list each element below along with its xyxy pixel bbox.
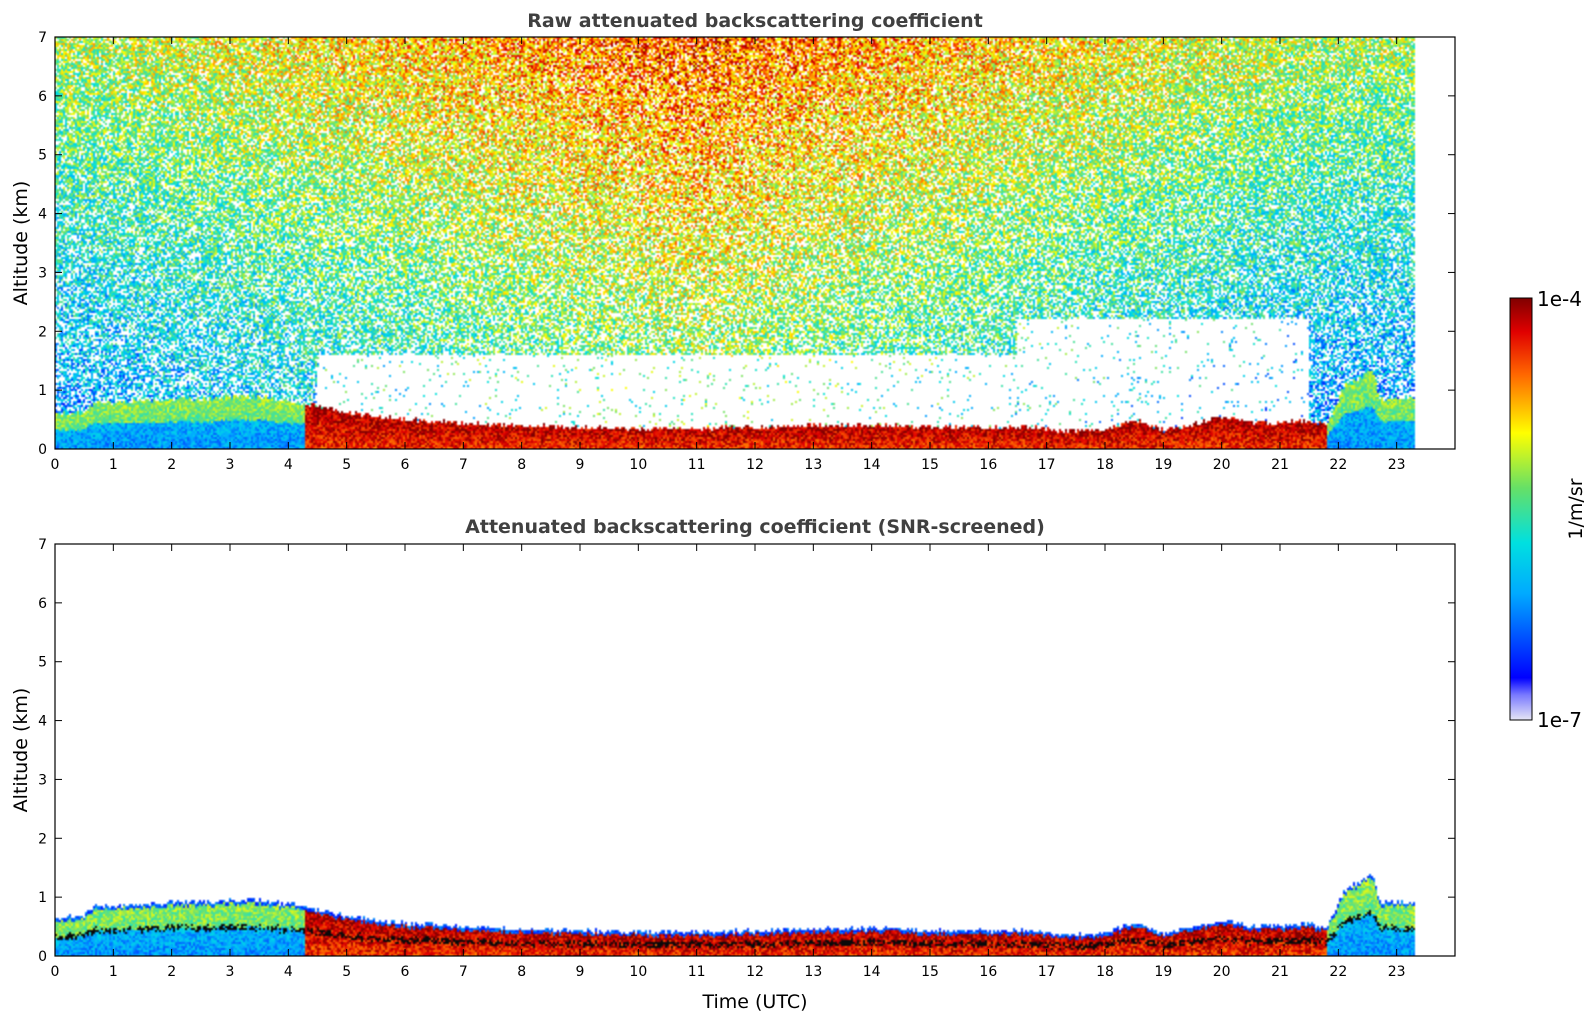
colorbar-min-label: 1e-7 xyxy=(1537,708,1582,732)
panel-raw-ytick-label: 1 xyxy=(38,383,47,399)
panel-screened-ticks: 0 1 2 3 4 5 6 7 8 9 10 11 12 13 14 15 16 17 18 19 20 21 22 2301… xyxy=(38,537,1455,980)
panel-raw-ytick-label: 0 xyxy=(38,442,47,458)
panel-raw-xtick-label: 19 xyxy=(1154,457,1172,473)
panel-screened-xtick-label: 11 xyxy=(688,964,706,980)
panel-raw-xtick-label: 0 xyxy=(51,457,60,473)
panel-screened-xtick-label: 0 xyxy=(51,964,60,980)
panel-screened-heatmap xyxy=(55,544,1455,956)
panel-raw-xtick-label: 18 xyxy=(1096,457,1114,473)
panel-raw-plot-area xyxy=(55,37,1455,449)
panel-screened-xtick-label: 10 xyxy=(629,964,647,980)
panel-raw-xtick-label: 17 xyxy=(1038,457,1056,473)
panel-raw-ytick-label: 2 xyxy=(38,324,47,340)
panel-screened-xtick-label: 18 xyxy=(1096,964,1114,980)
panel-raw-ytick-label: 4 xyxy=(38,207,47,223)
panel-screened-ytick-label: 1 xyxy=(38,890,47,906)
panel-screened-ylabel: Altitude (km) xyxy=(10,688,32,813)
panel-screened-xtick-label: 6 xyxy=(401,964,410,980)
panel-screened-ytick-label: 3 xyxy=(38,772,47,788)
panel-raw-ytick-label: 3 xyxy=(38,265,47,281)
panel-raw-xtick-label: 10 xyxy=(629,457,647,473)
panel-screened-xtick-label: 17 xyxy=(1038,964,1056,980)
panel-raw: Raw attenuated backscattering coefficien… xyxy=(10,10,1456,473)
panel-screened-xtick-label: 4 xyxy=(284,964,293,980)
panel-screened-xtick-label: 16 xyxy=(979,964,997,980)
panel-screened-xtick-label: 1 xyxy=(109,964,118,980)
panel-screened-ytick-label: 0 xyxy=(38,949,47,965)
panel-raw-heatmap xyxy=(55,37,1455,449)
colorbar-gradient xyxy=(1509,297,1533,721)
panel-screened-xtick-label: 21 xyxy=(1271,964,1289,980)
panel-raw-xtick-label: 23 xyxy=(1388,457,1406,473)
panel-screened-xtick-label: 19 xyxy=(1154,964,1172,980)
panel-raw-xtick-label: 2 xyxy=(167,457,176,473)
panel-screened-xtick-label: 22 xyxy=(1329,964,1347,980)
panel-raw-xtick-label: 21 xyxy=(1271,457,1289,473)
panel-raw-xtick-label: 15 xyxy=(921,457,939,473)
panel-screened: Attenuated backscattering coefficient (S… xyxy=(10,516,1456,1013)
panel-raw-ticks: 0 1 2 3 4 5 6 7 8 9 10 11 12 13 14 15 16 17 18 19 20 21 22 2301… xyxy=(38,30,1455,473)
panel-screened-plot-area xyxy=(55,544,1455,956)
panel-screened-title: Attenuated backscattering coefficient (S… xyxy=(465,516,1045,538)
panel-raw-ytick-label: 5 xyxy=(38,148,47,164)
panel-screened-xtick-label: 20 xyxy=(1213,964,1231,980)
panel-raw-xtick-label: 14 xyxy=(863,457,881,473)
panel-screened-ytick-label: 2 xyxy=(38,831,47,847)
panel-raw-xtick-label: 11 xyxy=(688,457,706,473)
panel-screened-xtick-label: 12 xyxy=(746,964,764,980)
panel-raw-xtick-label: 22 xyxy=(1329,457,1347,473)
panel-raw-xtick-label: 13 xyxy=(804,457,822,473)
panel-screened-ytick-label: 4 xyxy=(38,714,47,730)
panel-raw-xtick-label: 4 xyxy=(284,457,293,473)
panel-screened-xtick-label: 8 xyxy=(517,964,526,980)
panel-raw-xtick-label: 3 xyxy=(226,457,235,473)
panel-raw-ytick-label: 7 xyxy=(38,30,47,46)
panel-screened-ytick-label: 7 xyxy=(38,537,47,553)
panel-raw-xtick-label: 9 xyxy=(576,457,585,473)
panel-screened-xtick-label: 14 xyxy=(863,964,881,980)
panel-raw-xtick-label: 7 xyxy=(459,457,468,473)
panel-screened-xlabel: Time (UTC) xyxy=(701,991,807,1013)
panel-screened-xtick-label: 7 xyxy=(459,964,468,980)
panel-screened-ytick-label: 5 xyxy=(38,655,47,671)
panel-raw-xtick-label: 20 xyxy=(1213,457,1231,473)
panel-screened-xtick-label: 5 xyxy=(342,964,351,980)
panel-screened-xtick-label: 13 xyxy=(804,964,822,980)
panel-raw-xtick-label: 1 xyxy=(109,457,118,473)
panel-raw-xtick-label: 6 xyxy=(401,457,410,473)
panel-screened-ytick-label: 6 xyxy=(38,596,47,612)
panel-raw-xtick-label: 8 xyxy=(517,457,526,473)
panel-raw-xtick-label: 5 xyxy=(342,457,351,473)
panel-raw-xtick-label: 12 xyxy=(746,457,764,473)
panel-screened-xtick-label: 23 xyxy=(1388,964,1406,980)
panel-raw-title: Raw attenuated backscattering coefficien… xyxy=(527,10,983,32)
panel-screened-xtick-label: 9 xyxy=(576,964,585,980)
colorbar-unit-label: 1/m/sr xyxy=(1565,478,1587,539)
panel-raw-ylabel: Altitude (km) xyxy=(10,181,32,306)
panel-raw-xtick-label: 16 xyxy=(979,457,997,473)
panel-screened-xtick-label: 3 xyxy=(226,964,235,980)
panel-raw-ytick-label: 6 xyxy=(38,89,47,105)
panel-screened-xtick-label: 15 xyxy=(921,964,939,980)
panel-screened-xtick-label: 2 xyxy=(167,964,176,980)
colorbar-max-label: 1e-4 xyxy=(1537,287,1582,311)
colorbar: 1e-4 1e-7 1/m/sr xyxy=(1509,287,1587,732)
